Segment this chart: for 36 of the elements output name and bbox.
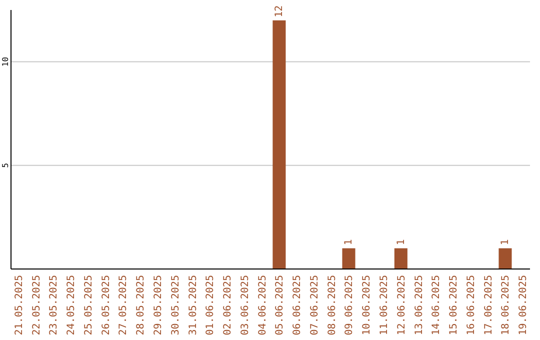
x-tick-label: 13.06.2025 (414, 275, 425, 336)
x-tick-label: 30.05.2025 (170, 275, 182, 336)
x-tick-label: 03.06.2025 (240, 275, 251, 336)
x-tick-label: 08.06.2025 (326, 275, 338, 336)
x-tick-label: 06.06.2025 (292, 275, 304, 336)
x-tick-label: 12.06.2025 (396, 275, 408, 336)
x-tick-label: 07.06.2025 (309, 275, 320, 336)
x-tick-label: 02.06.2025 (222, 275, 234, 336)
x-tick-label: 31.05.2025 (188, 275, 199, 336)
x-tick-label: 26.05.2025 (100, 275, 112, 336)
data-label: 1 (344, 239, 355, 246)
data-label: 12 (274, 5, 286, 18)
y-tick-label: 10 (1, 56, 10, 67)
data-label: 1 (500, 239, 512, 246)
x-tick-label: 21.05.2025 (14, 275, 25, 336)
data-label: 1 (396, 239, 407, 246)
x-tick-label: 28.05.2025 (136, 275, 147, 336)
x-tick-label: 17.06.2025 (483, 275, 494, 336)
x-tick-label: 11.06.2025 (379, 275, 390, 336)
x-tick-label: 10.06.2025 (362, 275, 373, 336)
x-tick-label: 22.05.2025 (31, 275, 42, 336)
x-tick-label: 15.06.2025 (448, 275, 460, 336)
y-tick-label: 5 (1, 162, 10, 168)
x-tick-label: 29.05.2025 (152, 275, 164, 336)
x-tick-label: 05.06.2025 (274, 275, 286, 336)
x-tick-label: 19.06.2025 (518, 275, 530, 336)
x-tick-label: 27.05.2025 (118, 275, 130, 336)
x-tick-label: 18.06.2025 (500, 275, 512, 336)
x-tick-label: 01.06.2025 (205, 275, 216, 336)
x-tick-label: 25.05.2025 (83, 275, 94, 336)
x-tick-label: 16.06.2025 (466, 275, 477, 336)
x-tick-label: 23.05.2025 (48, 275, 60, 336)
x-tick-label: 24.05.2025 (66, 275, 78, 336)
x-tick-label: 14.06.2025 (431, 275, 442, 336)
x-tick-label: 04.06.2025 (257, 275, 268, 336)
x-tick-label: 09.06.2025 (344, 275, 356, 336)
